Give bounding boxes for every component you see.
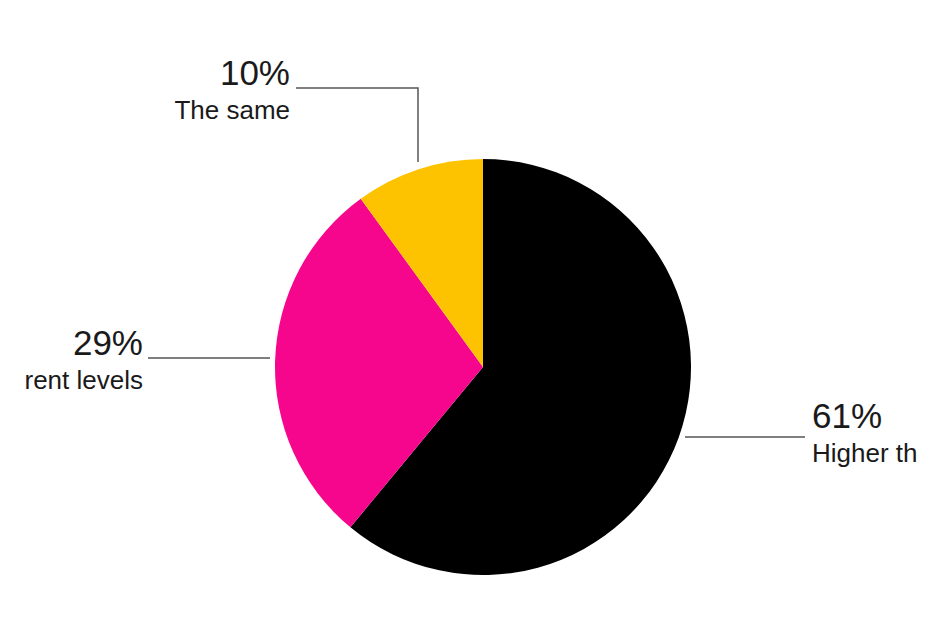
svg-text:10%: 10% xyxy=(220,53,290,92)
svg-text:29%: 29% xyxy=(73,323,143,362)
svg-text:Higher th: Higher th xyxy=(812,438,918,468)
svg-text:The same: The same xyxy=(174,95,290,125)
svg-text:rent levels: rent levels xyxy=(25,365,144,395)
svg-text:61%: 61% xyxy=(812,396,882,435)
